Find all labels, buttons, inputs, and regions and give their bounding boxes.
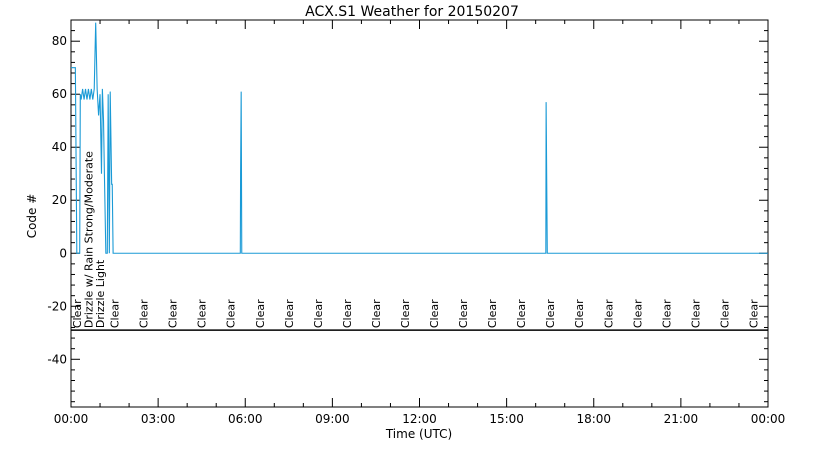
condition-label: Clear — [660, 299, 673, 328]
condition-label: Clear — [544, 299, 557, 328]
y-tick-label: 80 — [52, 34, 67, 48]
weather-code-series-line — [71, 22, 768, 254]
condition-label: Clear — [399, 299, 412, 328]
condition-label: Clear — [341, 299, 354, 328]
y-tick-label: -20 — [47, 299, 67, 313]
condition-label: Clear — [109, 299, 122, 328]
y-tick-label: 60 — [52, 87, 67, 101]
condition-label: Drizzle w/ Rain Strong/Moderate — [82, 151, 95, 328]
condition-label: Clear — [515, 299, 528, 328]
condition-label: Clear — [312, 299, 325, 328]
condition-label: Clear — [573, 299, 586, 328]
condition-label: Clear — [71, 299, 84, 328]
condition-label: Clear — [196, 299, 209, 328]
condition-label: Clear — [689, 299, 702, 328]
condition-label: Clear — [747, 299, 760, 328]
condition-label: Drizzle Light — [94, 259, 107, 328]
y-tick-label: 20 — [52, 193, 67, 207]
condition-label: Clear — [631, 299, 644, 328]
condition-label: Clear — [428, 299, 441, 328]
x-axis-ticks: 00:00 03:00 06:00 09:00 12:00 15:00 18:00 21:00… — [54, 20, 786, 426]
series-layer — [71, 22, 768, 254]
x-tick-label: 15:00 — [489, 412, 524, 426]
x-axis-title: Time (UTC) — [385, 427, 452, 441]
condition-label: Clear — [602, 299, 615, 328]
x-tick-label: 03:00 — [141, 412, 176, 426]
condition-label: Clear — [225, 299, 238, 328]
x-tick-label: 06:00 — [228, 412, 263, 426]
y-tick-label: 40 — [52, 140, 67, 154]
condition-label: Clear — [138, 299, 151, 328]
y-tick-label: -40 — [47, 352, 67, 366]
chart-title: ACX.S1 Weather for 20150207 — [305, 4, 519, 20]
x-tick-label: 21:00 — [664, 412, 699, 426]
x-tick-label: 00:00 — [751, 412, 786, 426]
x-tick-label: 00:00 — [54, 412, 89, 426]
x-tick-label: 12:00 — [402, 412, 437, 426]
plot-frame — [70, 19, 769, 408]
condition-label: Clear — [283, 299, 296, 328]
y-axis-title: Code # — [25, 194, 39, 239]
condition-label: Clear — [167, 299, 180, 328]
x-tick-label: 18:00 — [576, 412, 611, 426]
y-tick-label: 0 — [59, 246, 67, 260]
condition-label: Clear — [254, 299, 267, 328]
x-tick-label: 09:00 — [315, 412, 350, 426]
condition-label: Clear — [457, 299, 470, 328]
condition-label: Clear — [370, 299, 383, 328]
condition-label: Clear — [486, 299, 499, 328]
y-axis-ticks: -40 -20 0 20 40 60 80 — [47, 19, 768, 403]
condition-label: Clear — [718, 299, 731, 328]
